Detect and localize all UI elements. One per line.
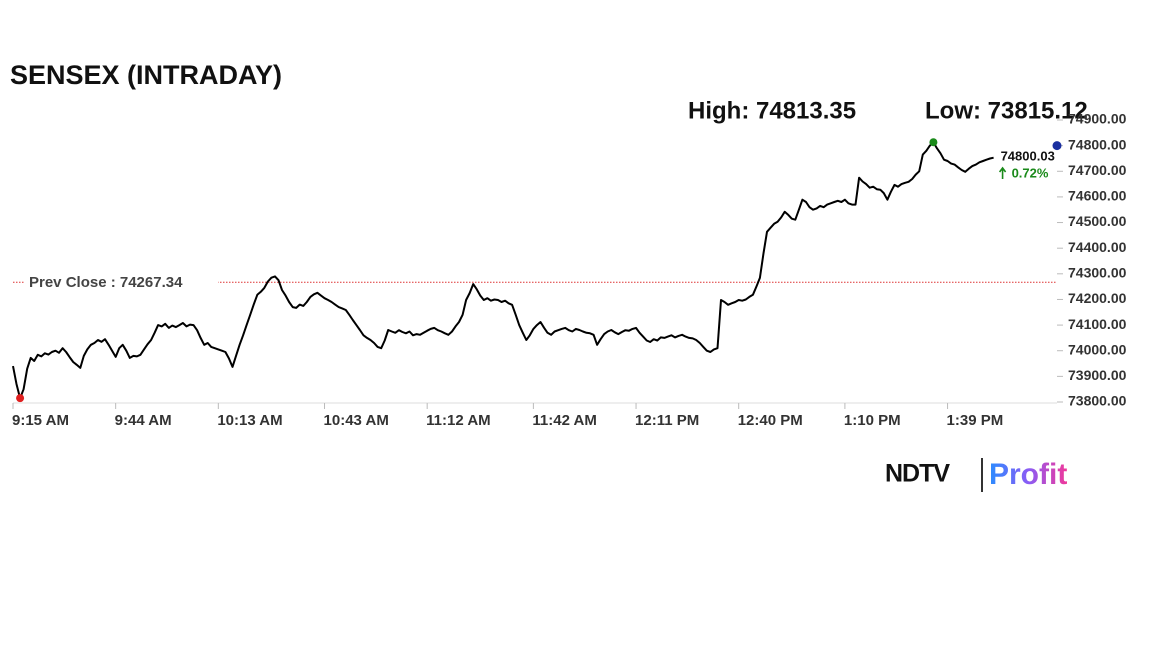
x-tick-label: 12:40 PM [738, 412, 803, 429]
x-tick-label: 10:43 AM [324, 412, 389, 429]
logo-brand: NDTV [885, 460, 950, 488]
y-tick-label: 74600.00 [1068, 188, 1127, 204]
x-tick-label: 1:39 PM [947, 412, 1004, 429]
y-tick-label: 74200.00 [1068, 290, 1127, 306]
change-label: 0.72% [1012, 165, 1049, 180]
y-tick-label: 74900.00 [1068, 111, 1127, 127]
y-tick-label: 74700.00 [1068, 162, 1127, 178]
price-line [12, 141, 994, 400]
y-tick-label: 73800.00 [1068, 393, 1127, 409]
y-tick-label: 74500.00 [1068, 213, 1127, 229]
y-tick-label: 74100.00 [1068, 316, 1127, 332]
plot: 73800.00 73900.00 74000.00 74100.00 74200.00… [12, 111, 1127, 429]
logo-product: Profit [989, 458, 1067, 491]
x-tick-label: 11:12 AM [426, 412, 490, 429]
y-tick-label: 74300.00 [1068, 265, 1127, 281]
y-tick-label: 74000.00 [1068, 341, 1127, 357]
y-tick-label: 73900.00 [1068, 367, 1127, 383]
x-tick-label: 9:44 AM [115, 412, 172, 429]
low-label: Low: 73815.12 [925, 97, 1088, 124]
low-marker [16, 394, 25, 403]
y-tick-label: 74800.00 [1068, 136, 1127, 152]
x-tick-label: 12:11 PM [635, 412, 699, 429]
x-tick-label: 9:15 AM [12, 412, 69, 429]
last-marker [1052, 141, 1062, 151]
x-tick-label: 11:42 AM [532, 412, 596, 429]
y-tick-label: 74400.00 [1068, 239, 1127, 255]
prev-close-bg [24, 272, 218, 293]
x-tick-label: 10:13 AM [217, 412, 282, 429]
high-marker [929, 138, 938, 147]
up-arrow [998, 166, 1007, 179]
high-label: High: 74813.35 [688, 97, 856, 124]
x-tick-label: 1:10 PM [844, 412, 901, 429]
prev-close-label: Prev Close : 74267.34 [29, 274, 183, 291]
chart-title: SENSEX (INTRADAY) [10, 60, 282, 90]
last-value-label: 74800.03 [1001, 148, 1055, 163]
